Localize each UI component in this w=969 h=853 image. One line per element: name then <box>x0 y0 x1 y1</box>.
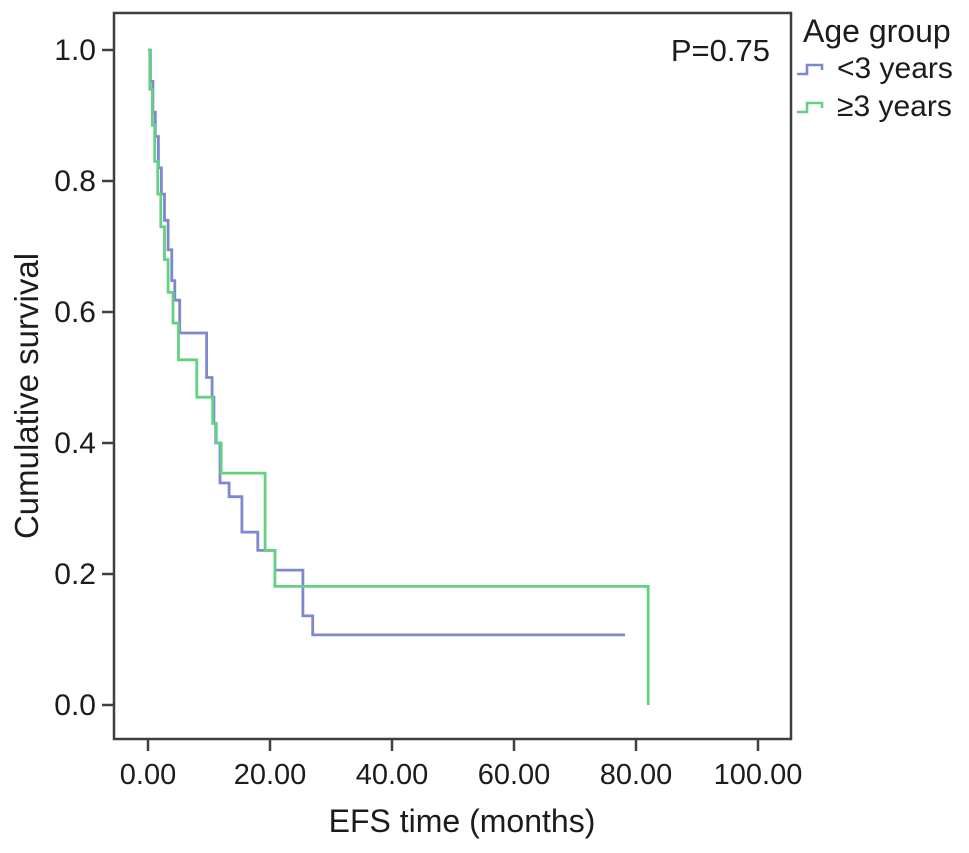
x-tick-label: 20.00 <box>234 759 307 791</box>
x-tick-label: 40.00 <box>356 759 429 791</box>
y-tick-label: 0.8 <box>54 165 96 198</box>
x-tick-label: 0.00 <box>120 759 176 791</box>
x-tick-label: 80.00 <box>600 759 673 791</box>
step-line-icon <box>797 63 824 76</box>
y-tick-label: 0.2 <box>54 558 96 591</box>
step-line-icon <box>797 101 824 114</box>
legend: Age group <3 years ≥3 years <box>796 12 953 126</box>
y-tick-label: 0.0 <box>54 689 96 722</box>
survival-curve-under-3-years <box>148 48 625 637</box>
legend-title: Age group <box>803 13 951 49</box>
y-tick-label: 1.0 <box>54 34 96 67</box>
p-value-annotation: P=0.75 <box>670 33 770 68</box>
legend-label-under-3-years: <3 years <box>837 52 953 85</box>
y-tick-label: 0.6 <box>54 296 96 329</box>
x-tick-label: 100.00 <box>714 759 803 791</box>
plot-frame <box>112 11 793 741</box>
y-axis-label: Cumulative survival <box>8 252 45 540</box>
x-tick-label: 60.00 <box>478 759 551 791</box>
survival-curve-3-years-and-over <box>148 48 650 705</box>
legend-label-3-years-and-over: ≥3 years <box>837 90 952 123</box>
x-axis-label: EFS time (months) <box>328 803 596 839</box>
y-tick-label: 0.4 <box>54 427 96 460</box>
legend-entry-under-3-years: <3 years <box>796 50 953 88</box>
legend-entry-3-years-and-over: ≥3 years <box>796 88 953 126</box>
